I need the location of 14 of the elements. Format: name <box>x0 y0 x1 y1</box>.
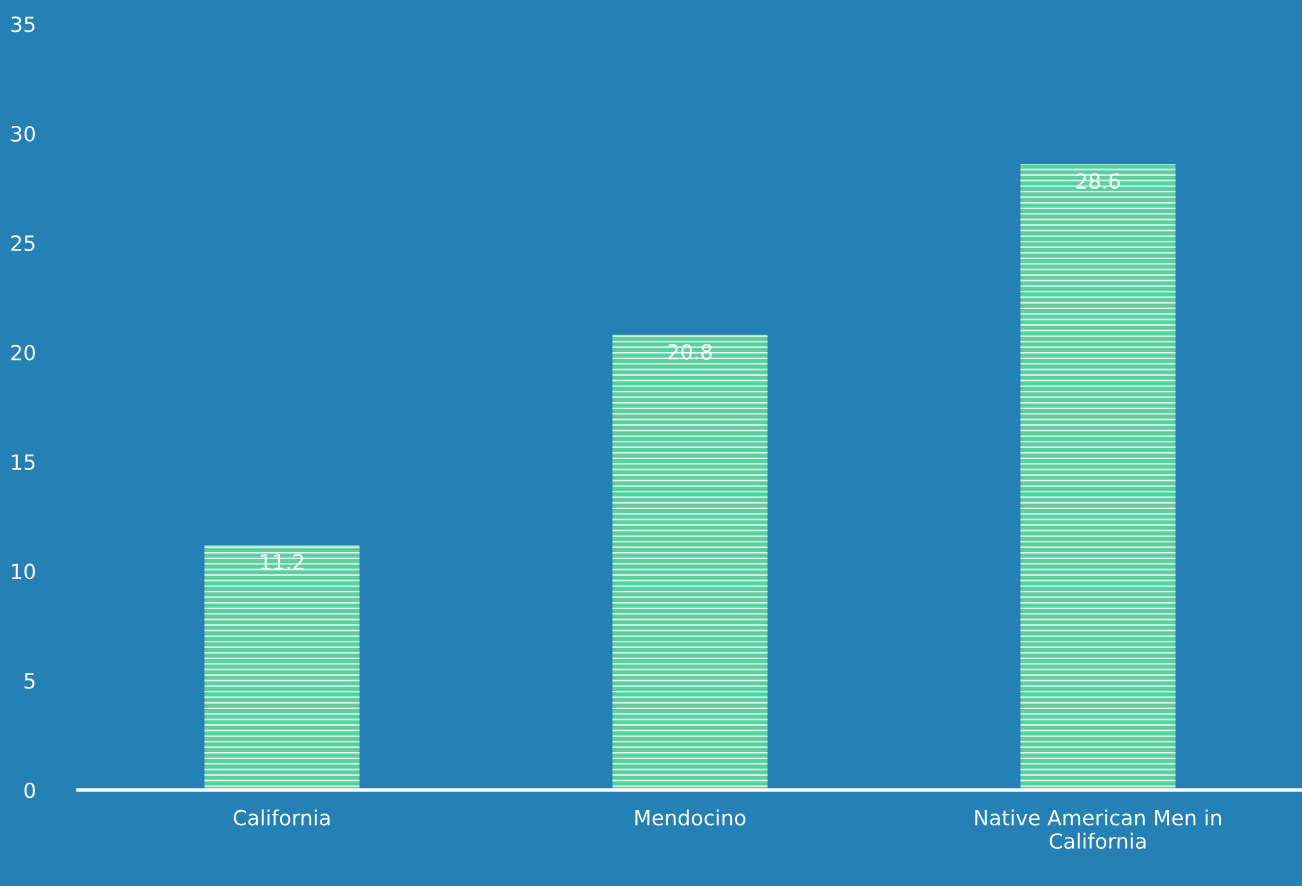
bar <box>612 334 768 790</box>
y-tick-label: 0 <box>24 782 35 799</box>
x-tick-label: Native American Men in California <box>975 809 1221 849</box>
y-tick-label: 35 <box>11 16 35 33</box>
y-tick-label: 20 <box>11 344 35 361</box>
bar <box>1020 164 1176 790</box>
y-tick-label: 10 <box>12 563 35 580</box>
x-tick-label: Mendocino <box>635 809 746 826</box>
bar <box>204 544 360 790</box>
y-tick-label: 5 <box>24 673 35 689</box>
x-tick-label: California <box>233 809 330 826</box>
y-tick-label: 25 <box>11 235 35 252</box>
y-tick-label: 15 <box>12 454 35 470</box>
y-tick-label: 30 <box>11 125 35 142</box>
